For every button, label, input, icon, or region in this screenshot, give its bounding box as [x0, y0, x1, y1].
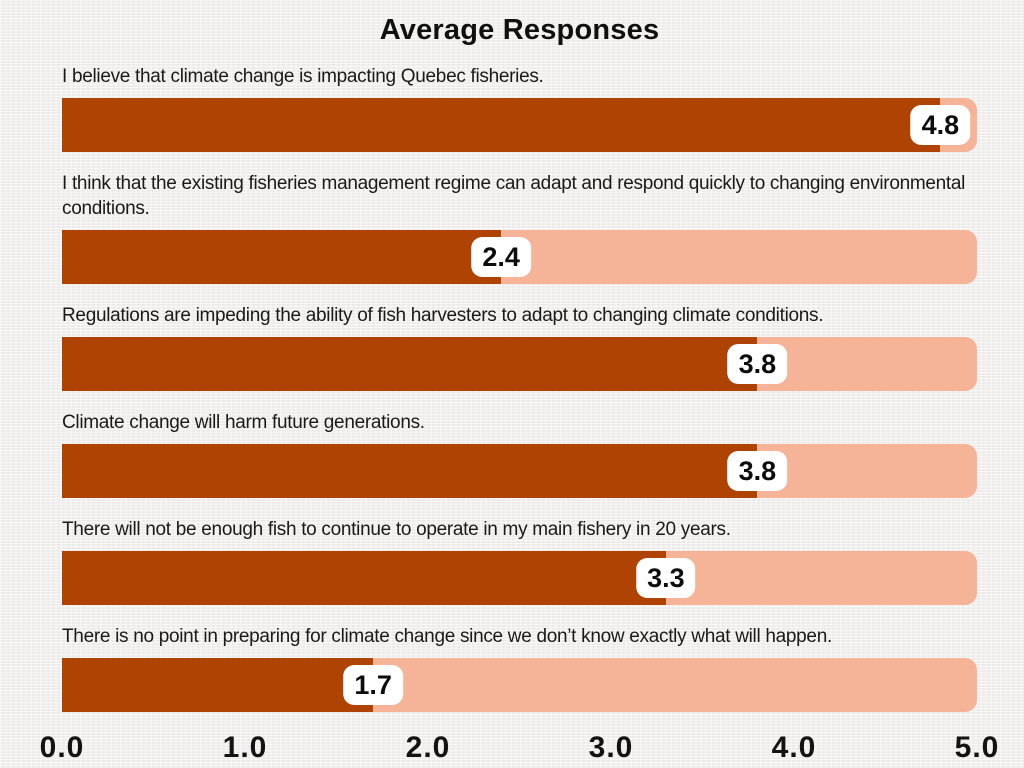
x-axis-tick: 4.0 — [771, 731, 817, 764]
bar-track: 3.3 — [62, 551, 977, 605]
x-axis-tick: 3.0 — [588, 731, 634, 764]
bar-rows: I believe that climate change is impacti… — [62, 64, 977, 712]
statement-label: Regulations are impeding the ability of … — [62, 305, 824, 326]
bar-track: 3.8 — [62, 337, 977, 391]
bar-fill — [62, 98, 941, 152]
bar-row: I believe that climate change is impacti… — [62, 64, 977, 152]
bar-fill — [62, 230, 502, 284]
bar-track-clip — [62, 444, 977, 498]
statement-label: I believe that climate change is impacti… — [62, 66, 544, 87]
x-axis-tick: 5.0 — [954, 731, 1000, 764]
bar-fill — [62, 551, 666, 605]
value-badge: 1.7 — [343, 665, 403, 705]
bar-track-clip — [62, 658, 977, 712]
bar-track-clip — [62, 98, 977, 152]
bar-track-clip — [62, 337, 977, 391]
bar-fill — [62, 444, 758, 498]
value-badge: 2.4 — [471, 237, 531, 277]
statement-label: There will not be enough fish to continu… — [62, 519, 731, 540]
value-badge: 3.8 — [727, 344, 788, 384]
chart-title: Average Responses — [379, 14, 660, 46]
x-axis-tick: 1.0 — [222, 731, 268, 764]
bar-row: There is no point in preparing for clima… — [62, 624, 977, 712]
bar-row: I think that the existing fisheries mana… — [62, 171, 977, 284]
bar-fill — [62, 658, 374, 712]
bar-track: 4.8 — [62, 98, 977, 152]
statement-label: There is no point in preparing for clima… — [62, 626, 832, 647]
value-badge: 3.3 — [636, 558, 696, 598]
x-axis-tick: 0.0 — [39, 731, 85, 764]
bar-fill — [62, 337, 758, 391]
bar-track-clip — [62, 551, 977, 605]
x-axis-tick: 2.0 — [405, 731, 451, 764]
statement-label: Climate change will harm future generati… — [62, 412, 425, 433]
bar-row: Climate change will harm future generati… — [62, 410, 977, 498]
bar-row: Regulations are impeding the ability of … — [62, 303, 977, 391]
x-axis: 0.0 1.0 2.0 3.0 4.0 5.0 — [40, 731, 999, 768]
bar-track: 3.8 — [62, 444, 977, 498]
bar-track: 2.4 — [62, 230, 977, 284]
bar-track-clip — [62, 230, 977, 284]
statement-label: I think that the existing fisheries mana… — [62, 173, 966, 219]
bar-track: 1.7 — [62, 658, 977, 712]
bar-row: There will not be enough fish to continu… — [62, 517, 977, 605]
value-badge: 3.8 — [727, 451, 788, 491]
value-badge: 4.8 — [910, 105, 971, 145]
